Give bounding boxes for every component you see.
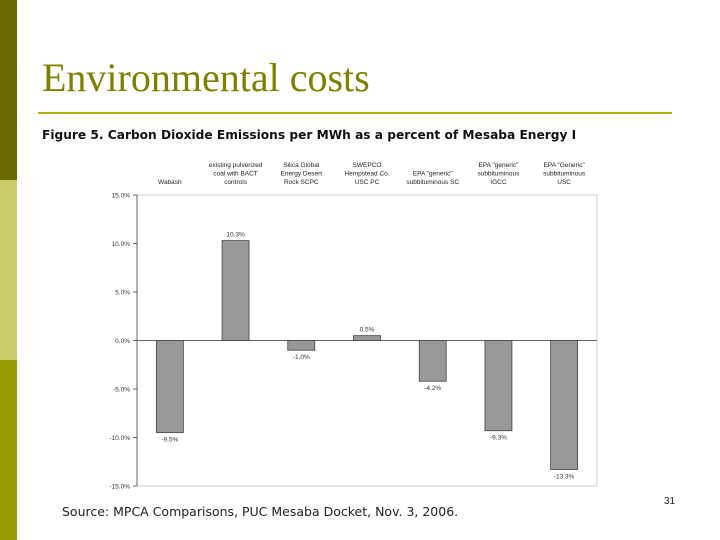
- category-label-line: Hempstead Co.: [344, 171, 389, 178]
- category-label-line: Rock SCPC: [284, 179, 319, 186]
- title-divider: [38, 112, 672, 114]
- y-tick-label: 10.0%: [112, 241, 131, 248]
- bar: [484, 340, 513, 432]
- category-label: existing pulverized coal with BACT control…: [209, 162, 263, 186]
- sidebar-band-bottom: [0, 360, 17, 540]
- bar-value-label: -9.3%: [490, 435, 507, 442]
- bar: [287, 340, 316, 351]
- y-tick-label: 0.0%: [115, 338, 130, 345]
- figure-caption: Figure 5. Carbon Dioxide Emissions per M…: [42, 128, 577, 142]
- source-note: Source: MPCA Comparisons, PUC Mesaba Doc…: [62, 504, 459, 519]
- y-tick-label: 5.0%: [115, 290, 130, 297]
- bar: [550, 340, 579, 470]
- bar: [221, 240, 250, 341]
- category-label-line: EPA "Generic": [543, 162, 585, 169]
- category-label-line: USC PC: [355, 179, 380, 186]
- category-label: SWEPCO Hempstead Co. USC PC: [344, 162, 389, 186]
- category-label: Wabash: [158, 179, 182, 186]
- category-label-line: SWEPCO: [353, 162, 382, 169]
- bar-value-label: -4.2%: [424, 385, 441, 392]
- bar: [155, 340, 184, 434]
- category-label-line: Wabash: [158, 179, 182, 186]
- sidebar-band-middle: [0, 180, 17, 360]
- category-label-line: coal with BACT: [213, 171, 257, 178]
- y-tick-label: -15.0%: [109, 484, 130, 491]
- bar-chart: 15.0% 10.0% 5.0% 0.0% -5.0% -10.0% -15.0% -9.5…: [109, 162, 598, 491]
- sidebar-band-top: [0, 0, 17, 180]
- category-label-line: USC: [557, 179, 571, 186]
- category-label: EPA "generic" subbituminous SC: [406, 171, 459, 187]
- page-number: 31: [664, 496, 676, 507]
- category-label: EPA "Generic" subbituminous USC: [543, 162, 586, 186]
- bar-value-label: -9.5%: [161, 437, 178, 444]
- category-label-line: EPA "generic": [478, 162, 519, 169]
- category-label: Silica Global Energy Desert Rock SCPC: [281, 162, 323, 186]
- bar-value-label: -13.3%: [554, 474, 575, 481]
- bar-value-label: -1.0%: [293, 354, 310, 361]
- category-label-line: IGCC: [490, 179, 507, 186]
- bar-value-label: 0.5%: [360, 327, 375, 334]
- category-label-line: EPA "generic": [413, 171, 454, 178]
- category-label-line: Silica Global: [283, 162, 320, 169]
- y-tick-label: -5.0%: [113, 387, 130, 394]
- slide-title: Environmental costs: [42, 55, 370, 100]
- category-label-line: Energy Desert: [281, 171, 323, 178]
- bar: [353, 335, 381, 341]
- category-label-line: existing pulverized: [209, 162, 263, 169]
- category-label-line: controls: [224, 179, 248, 186]
- category-label-line: subbituminous: [477, 171, 520, 178]
- bar-value-label: 10.3%: [226, 232, 245, 239]
- y-tick-label: 15.0%: [112, 193, 131, 200]
- y-tick-label: -10.0%: [109, 435, 130, 442]
- category-label: EPA "generic" subbituminous IGCC: [477, 162, 520, 186]
- category-label-line: subbituminous: [543, 171, 586, 178]
- bar: [418, 340, 447, 382]
- category-label-line: subbituminous SC: [406, 179, 459, 186]
